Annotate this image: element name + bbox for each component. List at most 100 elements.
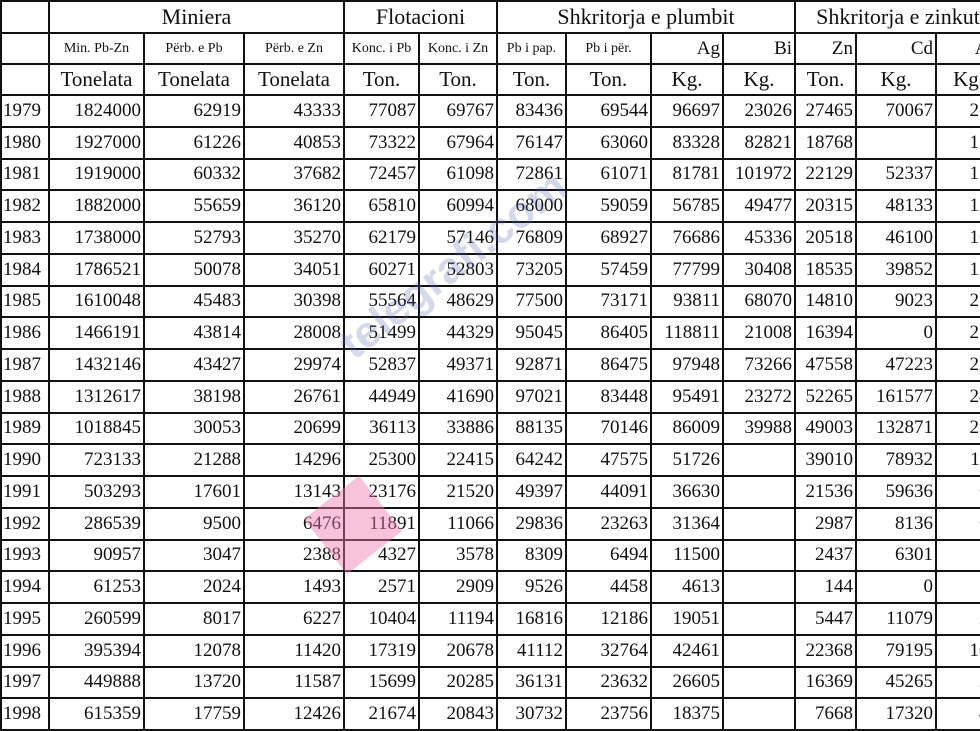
value-cell: 36120 [243,189,345,223]
value-cell: 1432146 [48,348,145,382]
value-cell [721,665,797,700]
year-cell: 1989 [0,411,50,446]
value-cell: 242 [935,379,980,414]
value-cell [721,697,797,731]
value-cell: 44 [935,697,980,731]
value-cell: 23026 [721,94,797,128]
unit-header: Ton. [794,63,858,96]
value-cell: 5447 [794,602,858,636]
value-cell: 20699 [243,411,345,446]
value-cell: 41690 [418,379,498,414]
value-cell: 118811 [650,316,724,350]
value-cell: 18535 [794,252,858,287]
year-cell: 1979 [0,94,50,128]
value-cell: 33886 [418,411,498,446]
value-cell: 132871 [855,411,938,446]
table-row: 1991 503293 17601 13143 23176 21520 49397 44091… [0,475,980,509]
value-cell: 77087 [343,94,420,128]
table-row: 1982 1882000 55659 36120 65810 60994 68000 5905… [0,189,980,223]
table-row: 1979 1824000 62919 43333 77087 69767 83436 6954… [0,94,980,128]
value-cell: 73266 [721,348,797,382]
value-cell: 36131 [496,665,567,700]
value-cell: 69767 [418,94,498,128]
value-cell: 18768 [794,125,858,160]
unit-header: Ton. [418,63,498,96]
value-cell: 66 [935,475,980,509]
value-cell: 20518 [794,221,858,255]
column-header: Konc. i Pb [343,32,420,65]
value-cell: 503293 [48,475,145,509]
value-cell: 7668 [794,697,858,731]
value-cell: 4613 [650,570,724,604]
value-cell: 68000 [496,189,567,223]
value-cell: 1018845 [48,411,145,446]
value-cell: 26761 [243,379,345,414]
value-cell: 169 [935,221,980,255]
value-cell: 13143 [243,475,345,509]
year-cell: 1995 [0,602,50,636]
value-cell [855,125,938,160]
value-cell: 86405 [565,316,652,350]
value-cell: 30053 [143,411,245,446]
value-cell [721,443,797,477]
value-cell: 59059 [565,189,652,223]
value-cell: 28 [935,665,980,700]
value-cell: 2024 [143,570,245,604]
value-cell: 395394 [48,633,145,668]
value-cell: 52793 [143,221,245,255]
value-cell: 47575 [565,443,652,477]
value-cell: 11066 [418,506,498,541]
value-cell: 43427 [143,348,245,382]
value-cell: 37682 [243,157,345,192]
value-cell: 11891 [343,506,420,541]
table-row: 1997 449888 13720 11587 15699 20285 36131 23632… [0,665,980,700]
value-cell: 21288 [143,443,245,477]
value-cell [721,602,797,636]
table-row: 1993 90957 3047 2388 4327 3578 8309 6494 11500 24… [0,538,980,573]
value-cell: 95491 [650,379,724,414]
year-cell: 1985 [0,284,50,319]
value-cell: 21674 [343,697,420,731]
unit-header: Tonelata [143,63,245,96]
value-cell: 73322 [343,125,420,160]
value-cell: 40853 [243,125,345,160]
table-row: 1996 395394 12078 11420 17319 20678 41112 32764… [0,633,980,668]
value-cell: 286539 [48,506,145,541]
value-cell: 11587 [243,665,345,700]
value-cell: 61253 [48,570,145,604]
value-cell: 57459 [565,252,652,287]
value-cell: 55659 [143,189,245,223]
value-cell: 21536 [794,475,858,509]
table-row: 1995 260599 8017 6227 10404 11194 16816 12186 19… [0,602,980,636]
value-cell: 9526 [496,570,567,604]
value-cell: 13720 [143,665,245,700]
value-cell: 14810 [794,284,858,319]
value-cell: 78932 [855,443,938,477]
value-cell: 47223 [855,348,938,382]
year-cell: 1988 [0,379,50,414]
value-cell: 23263 [565,506,652,541]
unit-header: Kg. [721,63,797,96]
value-cell: 4458 [565,570,652,604]
table-row: 1981 1919000 60332 37682 72457 61098 72861 6107… [0,157,980,192]
value-cell: 11194 [418,602,498,636]
table-row: 1980 1927000 61226 40853 73322 67964 76147 6306… [0,125,980,160]
value-cell: 64242 [496,443,567,477]
value-cell: 97021 [496,379,567,414]
value-cell: 1466191 [48,316,145,350]
value-cell: 260599 [48,602,145,636]
value-cell: 20843 [418,697,498,731]
value-cell: 90957 [48,538,145,573]
unit-row: Tonelata Tonelata Tonelata Ton. Ton. Ton. Ton.… [0,63,980,96]
value-cell: 35270 [243,221,345,255]
value-cell: 0 [855,316,938,350]
table-row: 1994 61253 2024 1493 2571 2909 9526 4458 4613 144… [0,570,980,604]
value-cell: 81781 [650,157,724,192]
unit-header: Tonelata [243,63,345,96]
value-cell: 83328 [650,125,724,160]
column-header: Pb i për. [565,32,652,65]
unit-header: Ton. [565,63,652,96]
value-cell: 79195 [855,633,938,668]
value-cell: 65810 [343,189,420,223]
value-cell: 2909 [418,570,498,604]
